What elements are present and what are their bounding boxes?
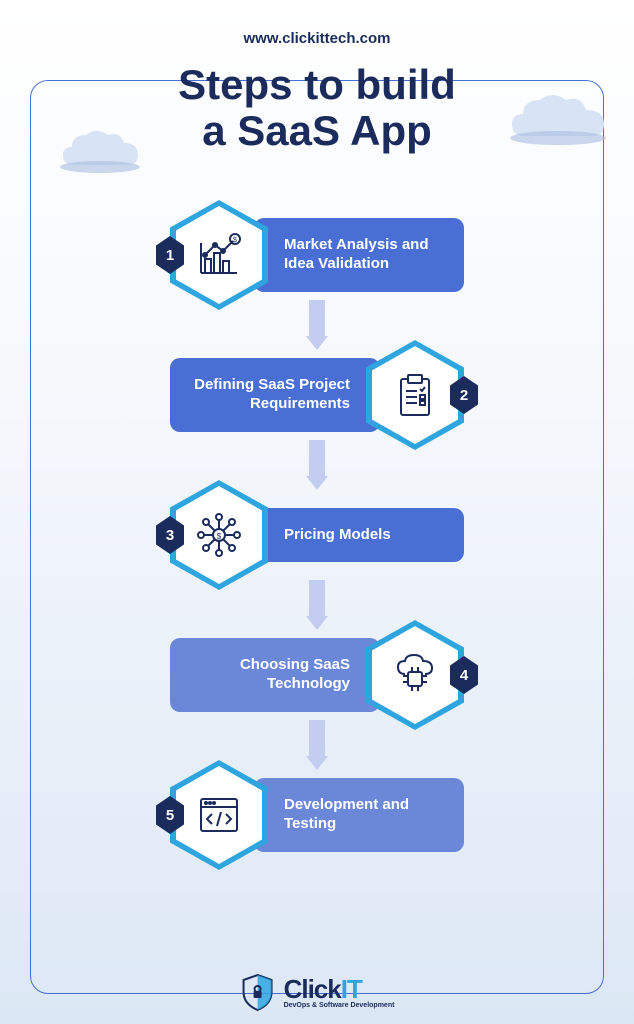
step-4: Choosing SaaS Technology 4 — [0, 620, 634, 730]
step-2-label: Defining SaaS Project Requirements — [170, 358, 380, 432]
logo-tagline: DevOps & Software Development — [284, 1002, 395, 1009]
network-icon: $ — [170, 480, 268, 590]
steps-container: 1 $ Market Analysis and Idea Validation — [0, 200, 634, 900]
svg-text:$: $ — [233, 237, 237, 244]
clipboard-icon — [366, 340, 464, 450]
connector-icon — [306, 440, 328, 490]
step-5-label: Development and Testing — [254, 778, 464, 852]
step-4-label: Choosing SaaS Technology — [170, 638, 380, 712]
chart-icon: $ — [170, 200, 268, 310]
step-3: 3 $ Pricing — [0, 480, 634, 590]
logo-part2: IT — [341, 974, 362, 1004]
connector-icon — [306, 300, 328, 350]
step-2: Defining SaaS Project Requirements 2 — [0, 340, 634, 450]
step-2-hexagon: 2 — [366, 340, 464, 450]
step-3-hexagon: 3 $ — [170, 480, 268, 590]
connector-icon — [306, 580, 328, 630]
brand-logo: ClickIT DevOps & Software Development — [230, 972, 405, 1012]
shield-icon — [240, 972, 276, 1012]
step-1-label: Market Analysis and Idea Validation — [254, 218, 464, 292]
page-title: Steps to build a SaaS App — [0, 62, 634, 154]
step-4-hexagon: 4 — [366, 620, 464, 730]
title-line-1: Steps to build — [168, 62, 466, 108]
step-3-label: Pricing Models — [254, 508, 464, 563]
title-line-2: a SaaS App — [192, 108, 442, 154]
logo-name: ClickIT — [284, 976, 395, 1002]
step-1: 1 $ Market Analysis and Idea Validation — [0, 200, 634, 310]
step-1-hexagon: 1 $ — [170, 200, 268, 310]
cloud-chip-icon — [366, 620, 464, 730]
code-icon — [170, 760, 268, 870]
logo-part1: Click — [284, 974, 341, 1004]
website-url: www.clickittech.com — [0, 0, 634, 47]
connector-icon — [306, 720, 328, 770]
svg-text:$: $ — [217, 532, 222, 541]
step-5-hexagon: 5 — [170, 760, 268, 870]
step-5: 5 Development and Testing — [0, 760, 634, 870]
